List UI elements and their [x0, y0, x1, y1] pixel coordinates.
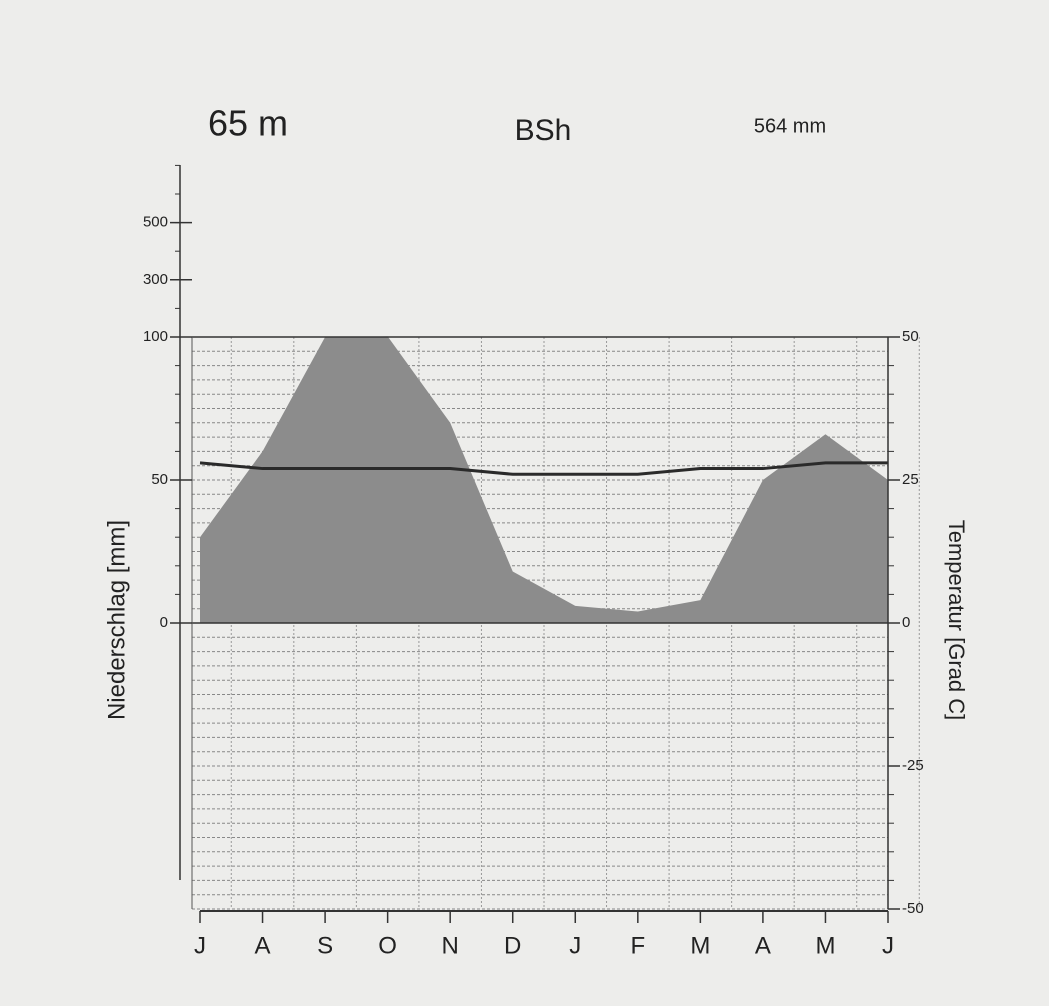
y-tick-label: 0 — [160, 614, 168, 631]
y2-axis-label: Temperatur [Grad C] — [944, 520, 969, 721]
x-tick-label: F — [630, 932, 645, 959]
x-tick-label: M — [690, 932, 710, 959]
x-tick-label: A — [755, 932, 771, 959]
x-tick-label: N — [442, 932, 459, 959]
x-tick-label: M — [815, 932, 835, 959]
y-tick-label: 300 — [143, 271, 168, 288]
y-tick-label: 50 — [151, 471, 168, 488]
y2-tick-label: 25 — [902, 471, 919, 488]
y2-tick-label: -25 — [902, 757, 924, 774]
annual-precipitation: 564 mm — [754, 115, 826, 137]
y2-tick-label: -50 — [902, 900, 924, 917]
x-tick-label: D — [504, 932, 521, 959]
chart-title: BSh — [515, 114, 572, 147]
elevation: 65 m — [208, 103, 288, 144]
y2-tick-label: 0 — [902, 614, 910, 631]
x-tick-label: O — [378, 932, 397, 959]
x-tick-label: J — [569, 932, 581, 959]
temperature-line — [199, 461, 888, 476]
y-tick-label: 100 — [143, 328, 168, 345]
x-tick-label: J — [882, 932, 894, 959]
x-tick-label: S — [317, 932, 333, 959]
y2-tick-label: 50 — [902, 328, 919, 345]
y-tick-label: 500 — [143, 214, 168, 231]
y-axis-label: Niederschlag [mm] — [103, 520, 130, 720]
x-tick-label: A — [255, 932, 271, 959]
precipitation-area — [200, 336, 888, 623]
x-tick-label: J — [194, 932, 206, 959]
